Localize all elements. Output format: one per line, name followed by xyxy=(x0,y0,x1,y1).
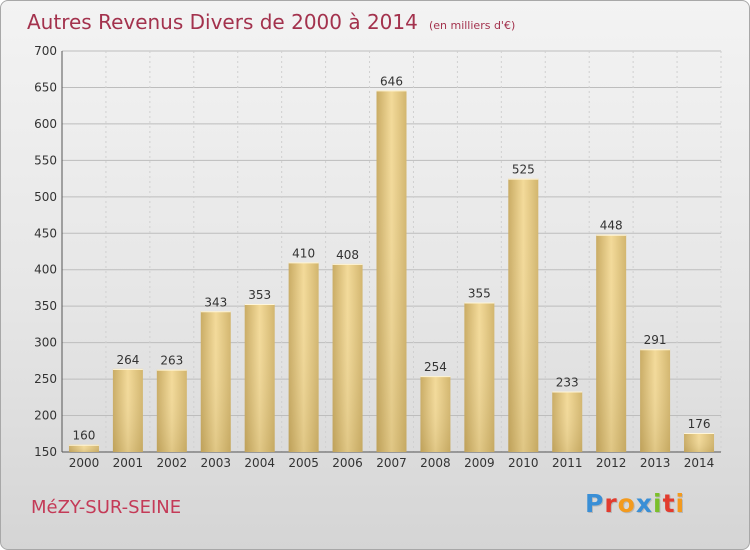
logo-letter: r xyxy=(604,489,618,518)
bar-shade xyxy=(376,90,407,452)
x-tick-label: 2000 xyxy=(69,456,100,470)
y-tick-label: 200 xyxy=(34,409,57,423)
bars xyxy=(68,90,715,452)
data-label: 343 xyxy=(204,295,227,309)
bar-shade xyxy=(332,263,363,452)
data-label: 353 xyxy=(248,288,271,302)
x-tick-label: 2010 xyxy=(508,456,539,470)
bar-shade xyxy=(640,349,671,452)
x-tick-label: 2011 xyxy=(552,456,583,470)
logo-letter: i xyxy=(675,489,686,518)
y-tick-label: 450 xyxy=(34,226,57,240)
x-tick-label: 2012 xyxy=(596,456,627,470)
x-tick-label: 2002 xyxy=(157,456,188,470)
data-label: 646 xyxy=(380,74,403,88)
data-label: 448 xyxy=(600,219,623,233)
chart-title-row: Autres Revenus Divers de 2000 à 2014 (en… xyxy=(27,10,515,34)
y-tick-label: 700 xyxy=(34,44,57,58)
commune-name: MéZY-SUR-SEINE xyxy=(31,497,182,518)
bar-shade xyxy=(156,369,187,452)
data-label: 410 xyxy=(292,246,315,260)
y-tick-label: 600 xyxy=(34,117,57,131)
x-tick-label: 2001 xyxy=(113,456,144,470)
logo-letter: i xyxy=(653,489,663,518)
bar-shade xyxy=(464,302,495,452)
x-tick-label: 2008 xyxy=(420,456,451,470)
bar-shade xyxy=(508,178,539,452)
bar-shade xyxy=(420,376,451,452)
data-label: 263 xyxy=(160,354,183,368)
data-label: 254 xyxy=(424,360,447,374)
x-tick-label: 2007 xyxy=(376,456,407,470)
data-label: 160 xyxy=(73,429,96,443)
bar-shade xyxy=(112,368,143,452)
y-tick-label: 400 xyxy=(34,263,57,277)
data-label: 408 xyxy=(336,248,359,262)
logo-letter: P xyxy=(585,489,605,518)
bar-shade xyxy=(68,444,99,452)
x-tick-label: 2013 xyxy=(640,456,671,470)
bar-shade xyxy=(552,391,583,452)
x-tick-label: 2004 xyxy=(244,456,275,470)
logo-letter: t xyxy=(662,489,676,518)
y-tick-label: 550 xyxy=(34,153,57,167)
x-tick-label: 2005 xyxy=(288,456,319,470)
bar-shade xyxy=(288,262,319,452)
bar-shade xyxy=(200,311,231,452)
data-label: 233 xyxy=(556,375,579,389)
proxiti-logo: Proxiti xyxy=(585,489,685,518)
y-tick-label: 500 xyxy=(34,190,57,204)
x-tick-label: 2006 xyxy=(332,456,363,470)
labels: 150 200 250 300 350 400 450 500 550 600 650 700 160 2… xyxy=(34,44,714,470)
data-label: 176 xyxy=(688,417,711,431)
x-tick-label: 2003 xyxy=(200,456,231,470)
chart-title: Autres Revenus Divers de 2000 à 2014 xyxy=(27,10,418,34)
bar-shade xyxy=(684,433,715,452)
bar-shade xyxy=(596,234,627,452)
bar-shade xyxy=(244,303,275,452)
data-label: 264 xyxy=(116,353,139,367)
x-tick-label: 2014 xyxy=(684,456,715,470)
data-label: 525 xyxy=(512,163,535,177)
logo-letter: o xyxy=(617,489,636,518)
x-tick-label: 2009 xyxy=(464,456,495,470)
logo-letter: x xyxy=(635,489,653,518)
y-tick-label: 350 xyxy=(34,299,57,313)
y-tick-label: 650 xyxy=(34,80,57,94)
data-label: 291 xyxy=(644,333,667,347)
y-tick-label: 300 xyxy=(34,336,57,350)
data-label: 355 xyxy=(468,287,491,301)
y-tick-label: 150 xyxy=(34,445,57,459)
y-tick-label: 250 xyxy=(34,372,57,386)
chart-subtitle: (en milliers d'€) xyxy=(428,19,516,32)
